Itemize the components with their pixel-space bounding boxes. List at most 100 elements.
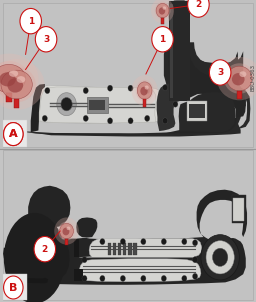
Polygon shape [3, 278, 48, 283]
Circle shape [82, 275, 87, 281]
Circle shape [45, 88, 50, 94]
Circle shape [193, 240, 198, 246]
Bar [123, 243, 126, 255]
Bar [143, 99, 146, 107]
Ellipse shape [54, 217, 79, 245]
Ellipse shape [159, 7, 165, 14]
Ellipse shape [0, 72, 16, 86]
Circle shape [83, 115, 88, 121]
Bar [74, 269, 83, 281]
Ellipse shape [163, 6, 166, 10]
Circle shape [182, 239, 187, 245]
Bar [3, 120, 27, 147]
Circle shape [100, 239, 105, 245]
Bar [3, 3, 253, 147]
Circle shape [83, 88, 88, 94]
Circle shape [163, 85, 168, 91]
Ellipse shape [58, 222, 75, 240]
Polygon shape [79, 259, 201, 282]
Ellipse shape [7, 78, 23, 93]
Ellipse shape [0, 61, 29, 96]
Text: 1: 1 [159, 35, 166, 44]
Ellipse shape [0, 67, 36, 102]
Polygon shape [28, 186, 247, 285]
Bar [89, 100, 105, 110]
Ellipse shape [151, 0, 174, 23]
Ellipse shape [137, 82, 152, 99]
Circle shape [193, 257, 198, 263]
Ellipse shape [1, 70, 32, 99]
Ellipse shape [145, 85, 149, 90]
Polygon shape [31, 84, 45, 132]
Circle shape [4, 276, 23, 299]
Polygon shape [26, 1, 246, 137]
Text: B: B [9, 282, 17, 293]
Ellipse shape [155, 2, 170, 19]
Bar [65, 239, 68, 245]
Bar [118, 243, 121, 255]
Circle shape [108, 118, 113, 124]
Ellipse shape [224, 63, 255, 94]
Ellipse shape [0, 64, 26, 93]
Ellipse shape [0, 59, 45, 110]
Bar [237, 91, 242, 99]
Circle shape [145, 115, 150, 121]
Circle shape [128, 85, 133, 91]
Circle shape [206, 241, 234, 274]
Ellipse shape [62, 228, 69, 235]
Polygon shape [37, 85, 160, 123]
Text: A: A [9, 129, 18, 139]
Bar [189, 104, 205, 118]
Circle shape [141, 275, 146, 281]
Ellipse shape [132, 75, 158, 106]
Text: B8U-0363: B8U-0363 [251, 63, 256, 91]
Circle shape [152, 27, 173, 52]
Ellipse shape [9, 70, 18, 77]
Bar [3, 274, 27, 300]
Polygon shape [157, 83, 177, 131]
Bar [187, 101, 207, 121]
Circle shape [82, 257, 87, 263]
Circle shape [188, 0, 209, 17]
Circle shape [141, 239, 146, 245]
Circle shape [201, 235, 239, 280]
Bar [108, 243, 111, 255]
Circle shape [128, 118, 133, 124]
Bar [0, 0, 256, 149]
Ellipse shape [67, 226, 70, 230]
Polygon shape [79, 239, 202, 257]
Circle shape [34, 236, 56, 262]
Ellipse shape [136, 80, 154, 101]
Circle shape [42, 115, 47, 121]
Bar [169, 1, 190, 101]
Circle shape [4, 123, 23, 146]
Circle shape [61, 98, 72, 111]
Circle shape [163, 118, 168, 124]
Ellipse shape [217, 57, 256, 100]
Ellipse shape [239, 71, 247, 77]
Polygon shape [40, 87, 156, 123]
Text: 2: 2 [42, 245, 48, 254]
Bar [87, 97, 108, 113]
Ellipse shape [227, 66, 252, 91]
Circle shape [209, 60, 231, 85]
Circle shape [120, 239, 125, 245]
Circle shape [161, 275, 166, 281]
Polygon shape [179, 92, 236, 132]
Bar [6, 93, 12, 102]
Bar [232, 195, 246, 223]
Bar [161, 18, 164, 24]
Circle shape [212, 248, 228, 266]
Circle shape [161, 239, 166, 245]
Ellipse shape [140, 87, 148, 95]
Bar [74, 239, 79, 257]
Circle shape [100, 275, 105, 281]
Bar [170, 4, 173, 98]
Bar [113, 243, 116, 255]
Polygon shape [26, 1, 246, 134]
Text: 3: 3 [217, 68, 223, 77]
Circle shape [57, 93, 76, 116]
Text: 2: 2 [195, 0, 201, 9]
Ellipse shape [0, 54, 38, 103]
Ellipse shape [17, 76, 25, 83]
